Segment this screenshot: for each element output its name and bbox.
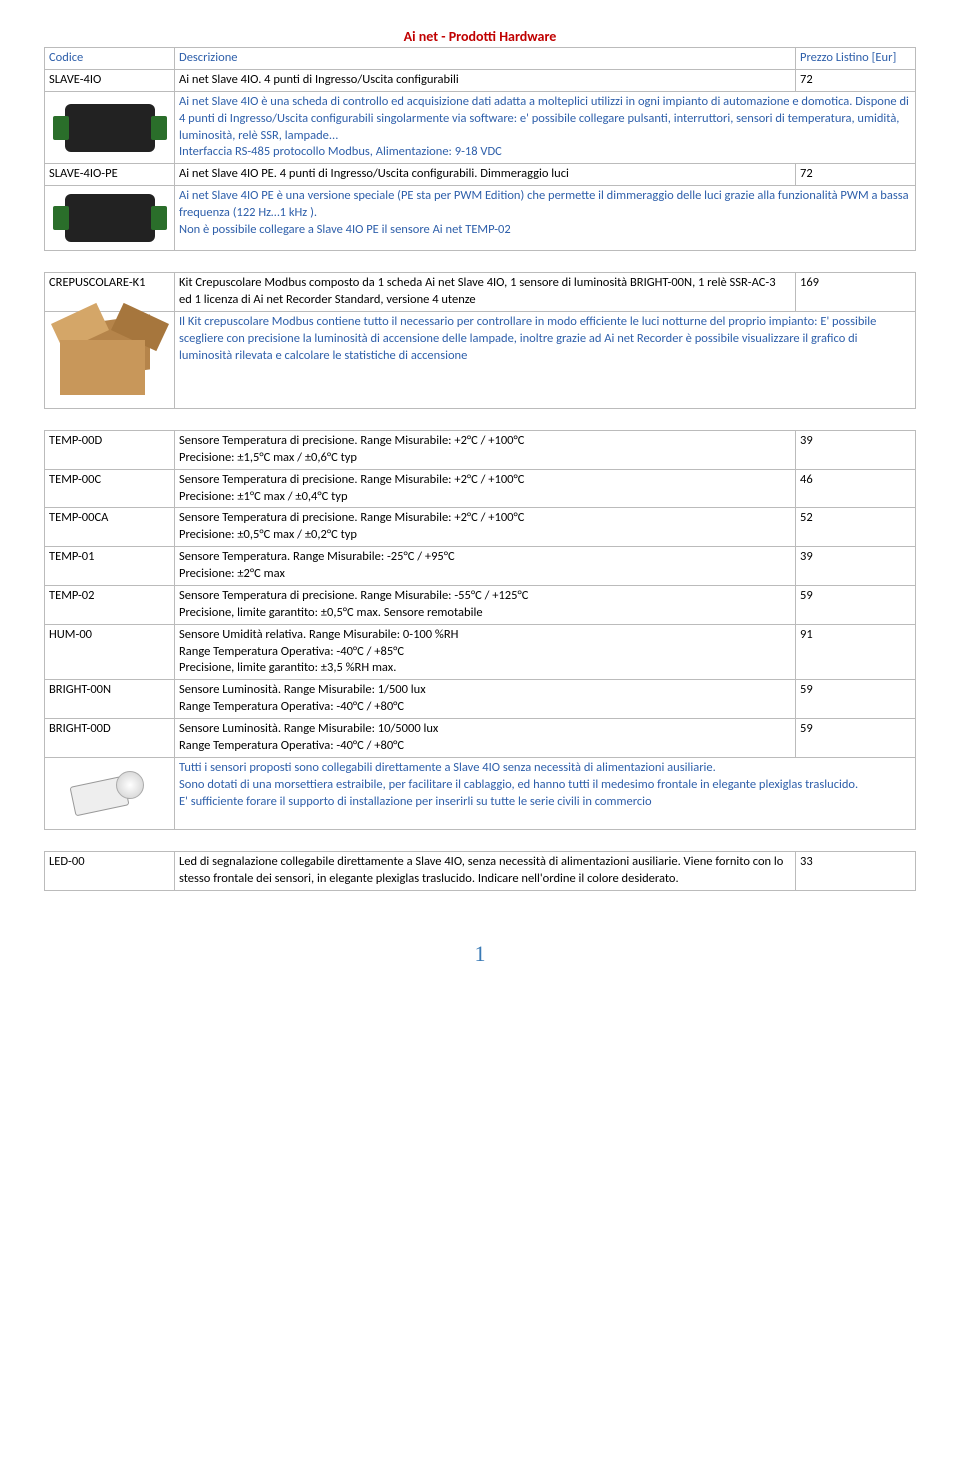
- cell-desc: Sensore Temperatura di precisione. Range…: [175, 469, 796, 508]
- col-code-header: Codice: [45, 48, 175, 70]
- cell-image: [45, 91, 175, 164]
- cell-code: SLAVE-4IO: [45, 69, 175, 91]
- product-table: Codice Descrizione Prezzo Listino [Eur] …: [44, 47, 916, 891]
- cell-desc: Sensore Luminosità. Range Misurabile: 10…: [175, 719, 796, 758]
- cell-code: BRIGHT-00D: [45, 719, 175, 758]
- cell-desc: Sensore Temperatura di precisione. Range…: [175, 585, 796, 624]
- cell-desc: Sensore Umidità relativa. Range Misurabi…: [175, 624, 796, 680]
- cell-desc: Kit Crepuscolare Modbus composto da 1 sc…: [175, 273, 796, 312]
- cell-note: Ai net Slave 4IO è una scheda di control…: [175, 91, 916, 164]
- cell-price: 59: [796, 680, 916, 719]
- cell-code: TEMP-02: [45, 585, 175, 624]
- table-row: CREPUSCOLARE-K1Kit Crepuscolare Modbus c…: [45, 273, 916, 312]
- cell-price: 39: [796, 430, 916, 469]
- sensor-icon: [67, 766, 152, 821]
- table-note-row: Il Kit crepuscolare Modbus contiene tutt…: [45, 311, 916, 408]
- cell-image: [45, 186, 175, 251]
- cell-price: 72: [796, 69, 916, 91]
- cell-price: 59: [796, 585, 916, 624]
- cell-desc: Sensore Luminosità. Range Misurabile: 1/…: [175, 680, 796, 719]
- cell-code: TEMP-00D: [45, 430, 175, 469]
- table-row: TEMP-01Sensore Temperatura. Range Misura…: [45, 547, 916, 586]
- table-row: BRIGHT-00DSensore Luminosità. Range Misu…: [45, 719, 916, 758]
- cell-image: [45, 757, 175, 829]
- table-row: BRIGHT-00NSensore Luminosità. Range Misu…: [45, 680, 916, 719]
- cell-desc: Sensore Temperatura di precisione. Range…: [175, 430, 796, 469]
- slave-device-icon: [65, 104, 155, 152]
- cell-code: LED-00: [45, 851, 175, 890]
- spacer-cell: [45, 408, 916, 430]
- cell-price: 169: [796, 273, 916, 312]
- col-price-header: Prezzo Listino [Eur]: [796, 48, 916, 70]
- cell-desc: Ai net Slave 4IO PE. 4 punti di Ingresso…: [175, 164, 796, 186]
- cell-price: 52: [796, 508, 916, 547]
- cell-price: 72: [796, 164, 916, 186]
- table-note-row: Ai net Slave 4IO è una scheda di control…: [45, 91, 916, 164]
- table-note-row: Tutti i sensori proposti sono collegabil…: [45, 757, 916, 829]
- cell-desc: Sensore Temperatura di precisione. Range…: [175, 508, 796, 547]
- spacer-row: [45, 829, 916, 851]
- table-row: TEMP-02Sensore Temperatura di precisione…: [45, 585, 916, 624]
- box-icon: [60, 320, 160, 400]
- cell-code: CREPUSCOLARE-K1: [45, 273, 175, 312]
- table-note-row: Ai net Slave 4IO PE è una versione speci…: [45, 186, 916, 251]
- table-row: SLAVE-4IO-PEAi net Slave 4IO PE. 4 punti…: [45, 164, 916, 186]
- cell-price: 59: [796, 719, 916, 758]
- spacer-row: [45, 251, 916, 273]
- page-title: Ai net - Prodotti Hardware: [44, 28, 916, 45]
- table-row: TEMP-00DSensore Temperatura di precision…: [45, 430, 916, 469]
- cell-code: TEMP-00C: [45, 469, 175, 508]
- cell-note: Ai net Slave 4IO PE è una versione speci…: [175, 186, 916, 251]
- cell-code: SLAVE-4IO-PE: [45, 164, 175, 186]
- cell-desc: Led di segnalazione collegabile direttam…: [175, 851, 796, 890]
- cell-note: Tutti i sensori proposti sono collegabil…: [175, 757, 916, 829]
- spacer-row: [45, 408, 916, 430]
- spacer-cell: [45, 251, 916, 273]
- cell-code: HUM-00: [45, 624, 175, 680]
- cell-desc: Sensore Temperatura. Range Misurabile: -…: [175, 547, 796, 586]
- page-number: 1: [44, 941, 916, 967]
- cell-code: BRIGHT-00N: [45, 680, 175, 719]
- table-row: TEMP-00CASensore Temperatura di precisio…: [45, 508, 916, 547]
- slave-device-icon: [65, 194, 155, 242]
- cell-price: 39: [796, 547, 916, 586]
- col-desc-header: Descrizione: [175, 48, 796, 70]
- table-header-row: Codice Descrizione Prezzo Listino [Eur]: [45, 48, 916, 70]
- cell-price: 33: [796, 851, 916, 890]
- spacer-cell: [45, 829, 916, 851]
- cell-code: TEMP-01: [45, 547, 175, 586]
- cell-image: [45, 311, 175, 408]
- cell-code: TEMP-00CA: [45, 508, 175, 547]
- cell-desc: Ai net Slave 4IO. 4 punti di Ingresso/Us…: [175, 69, 796, 91]
- table-row: SLAVE-4IOAi net Slave 4IO. 4 punti di In…: [45, 69, 916, 91]
- cell-note: Il Kit crepuscolare Modbus contiene tutt…: [175, 311, 916, 408]
- cell-price: 46: [796, 469, 916, 508]
- table-row: TEMP-00CSensore Temperatura di precision…: [45, 469, 916, 508]
- table-row: HUM-00Sensore Umidità relativa. Range Mi…: [45, 624, 916, 680]
- cell-price: 91: [796, 624, 916, 680]
- table-row: LED-00Led di segnalazione collegabile di…: [45, 851, 916, 890]
